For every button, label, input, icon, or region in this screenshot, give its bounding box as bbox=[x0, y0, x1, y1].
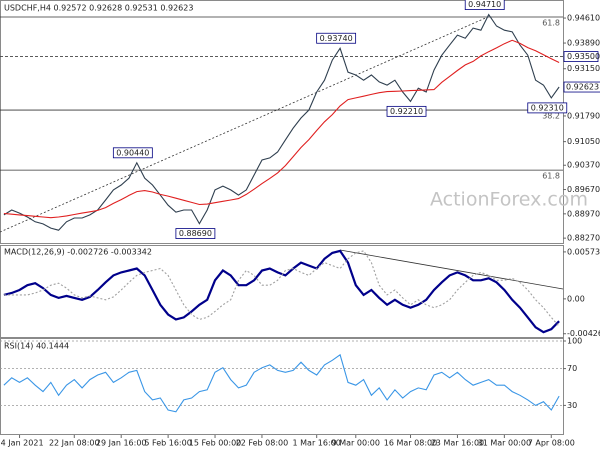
x-tick-label: 5 Feb 16:00 bbox=[144, 439, 191, 448]
label-box bbox=[563, 51, 599, 62]
label-box bbox=[464, 0, 505, 10]
fib-label: 38.2 bbox=[542, 112, 560, 121]
y-tick-label: 0.00 bbox=[567, 294, 585, 303]
point-label: 0.92210 bbox=[390, 107, 423, 116]
point-label: 0.88690 bbox=[179, 229, 212, 238]
label-box bbox=[563, 81, 600, 93]
chart-title: USDCHF,H4 0.92572 0.92628 0.92531 0.9262… bbox=[4, 4, 193, 13]
point-label: 0.94710 bbox=[468, 0, 501, 9]
level-label: 0.93500 bbox=[567, 52, 600, 61]
point-label: 0.93740 bbox=[320, 34, 353, 43]
fib-label: 61.8 bbox=[542, 172, 560, 181]
rsi-panel bbox=[0, 338, 564, 435]
y-tick-label: 0.91790 bbox=[567, 111, 600, 120]
point-label: 0.92310 bbox=[531, 103, 564, 112]
series-line bbox=[3, 249, 560, 334]
macd-title: MACD(12,26,9) -0.002726 -0.003342 bbox=[4, 248, 152, 257]
y-tick-label: 0.88270 bbox=[567, 234, 600, 243]
y-tick-label: 70 bbox=[567, 364, 577, 373]
macd-panel bbox=[0, 245, 564, 338]
x-tick-label: 9 Mar 00:00 bbox=[332, 439, 380, 448]
x-tick-label: 7 Apr 08:00 bbox=[528, 439, 575, 448]
label-box bbox=[175, 228, 216, 239]
point-label: 0.90440 bbox=[116, 148, 149, 157]
y-tick-label: 0.89670 bbox=[567, 185, 600, 194]
y-tick-label: 0.94610 bbox=[567, 14, 600, 23]
x-tick-label: 1 Mar 16:00 bbox=[293, 439, 341, 448]
y-tick-label: 0.93150 bbox=[567, 64, 600, 73]
trend-line bbox=[0, 15, 491, 233]
label-box bbox=[112, 147, 153, 159]
x-tick-label: 14 Jan 2021 bbox=[0, 439, 44, 448]
y-tick-label: 0.88970 bbox=[567, 209, 600, 218]
y-tick-label: 0.93890 bbox=[567, 39, 600, 48]
y-tick-label: 30 bbox=[567, 401, 577, 410]
price-panel bbox=[0, 0, 564, 244]
series-line bbox=[3, 39, 560, 219]
label-box bbox=[527, 102, 568, 114]
x-tick-label: 22 Jan 08:00 bbox=[49, 439, 100, 448]
y-tick-label: 0.90370 bbox=[567, 161, 600, 170]
trend-line bbox=[339, 249, 564, 290]
series-line bbox=[3, 353, 560, 413]
fib-label: 61.8 bbox=[542, 19, 560, 28]
y-tick-label: 100 bbox=[567, 337, 582, 346]
x-tick-label: 29 Jan 16:00 bbox=[96, 439, 147, 448]
label-box bbox=[316, 32, 357, 44]
x-tick-label: 22 Feb 08:00 bbox=[236, 439, 288, 448]
series-line bbox=[3, 250, 560, 327]
label-box bbox=[386, 105, 427, 117]
x-tick-label: 31 Mar 00:00 bbox=[478, 439, 531, 448]
y-tick-label: 0.91050 bbox=[567, 137, 600, 146]
rsi-title: RSI(14) 40.1444 bbox=[4, 342, 69, 351]
price-label: 0.92623 bbox=[566, 83, 599, 92]
x-tick-label: 15 Feb 00:00 bbox=[189, 439, 241, 448]
x-tick-label: 16 Mar 08:00 bbox=[384, 439, 437, 448]
watermark: ActionForex.com bbox=[430, 189, 588, 211]
y-tick-label: 0.005739 bbox=[567, 247, 600, 256]
x-tick-label: 23 Mar 16:00 bbox=[431, 439, 484, 448]
y-tick-label: -0.004261 bbox=[567, 329, 600, 338]
